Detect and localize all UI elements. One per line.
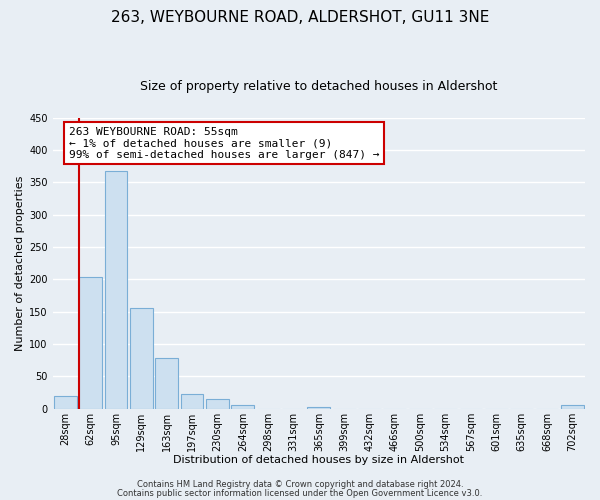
Bar [307,406,330,408]
Bar [181,394,203,408]
Title: Size of property relative to detached houses in Aldershot: Size of property relative to detached ho… [140,80,497,93]
Bar [232,405,254,408]
Bar [206,399,229,408]
Bar [561,406,584,408]
Text: 263, WEYBOURNE ROAD, ALDERSHOT, GU11 3NE: 263, WEYBOURNE ROAD, ALDERSHOT, GU11 3NE [111,10,489,25]
Text: Contains HM Land Registry data © Crown copyright and database right 2024.: Contains HM Land Registry data © Crown c… [137,480,463,489]
Bar [130,308,153,408]
Bar [54,396,77,408]
Bar [79,277,102,408]
Text: 263 WEYBOURNE ROAD: 55sqm
← 1% of detached houses are smaller (9)
99% of semi-de: 263 WEYBOURNE ROAD: 55sqm ← 1% of detach… [68,126,379,160]
Y-axis label: Number of detached properties: Number of detached properties [15,176,25,351]
Bar [104,172,127,408]
Bar [155,358,178,408]
X-axis label: Distribution of detached houses by size in Aldershot: Distribution of detached houses by size … [173,455,464,465]
Text: Contains public sector information licensed under the Open Government Licence v3: Contains public sector information licen… [118,488,482,498]
